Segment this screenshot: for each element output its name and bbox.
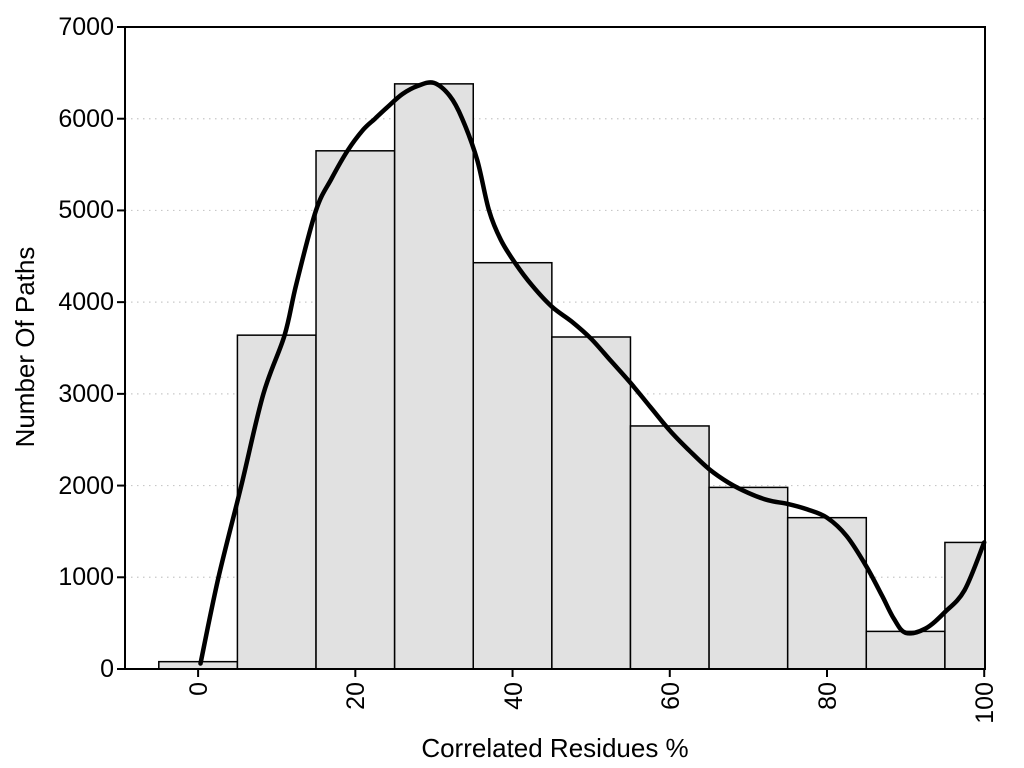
- y-tick-label: 2000: [58, 471, 114, 500]
- y-tick-label: 0: [100, 655, 114, 683]
- histogram-bar: [315, 150, 396, 670]
- x-tick-label: 40: [499, 682, 528, 710]
- y-tick-label: 7000: [58, 13, 114, 41]
- histogram-bar: [708, 486, 789, 670]
- histogram-bar: [158, 660, 239, 670]
- y-tick-label: 3000: [58, 379, 114, 408]
- histogram-bar: [393, 83, 474, 670]
- histogram-bar: [472, 261, 553, 670]
- y-axis-title: Number Of Paths: [10, 246, 40, 448]
- x-tick-label: 0: [185, 682, 214, 696]
- y-tick-label: 1000: [58, 563, 114, 592]
- y-tick-label: 4000: [58, 288, 114, 317]
- x-axis-title: Correlated Residues %: [421, 733, 689, 763]
- histogram-bar: [551, 336, 632, 670]
- y-tick-label: 5000: [58, 196, 114, 225]
- histogram-bar: [865, 630, 946, 670]
- y-tick-label: 6000: [58, 104, 114, 133]
- x-tick-label: 60: [656, 682, 685, 710]
- x-tick-label: 20: [342, 682, 371, 710]
- histogram-bar: [236, 334, 317, 670]
- density-curve: [198, 80, 987, 666]
- histogram-bar: [629, 425, 710, 670]
- plot-border: [124, 26, 986, 670]
- x-tick-label: 80: [813, 682, 842, 710]
- x-tick-label: 100: [971, 682, 1000, 724]
- histogram-bar: [786, 516, 868, 670]
